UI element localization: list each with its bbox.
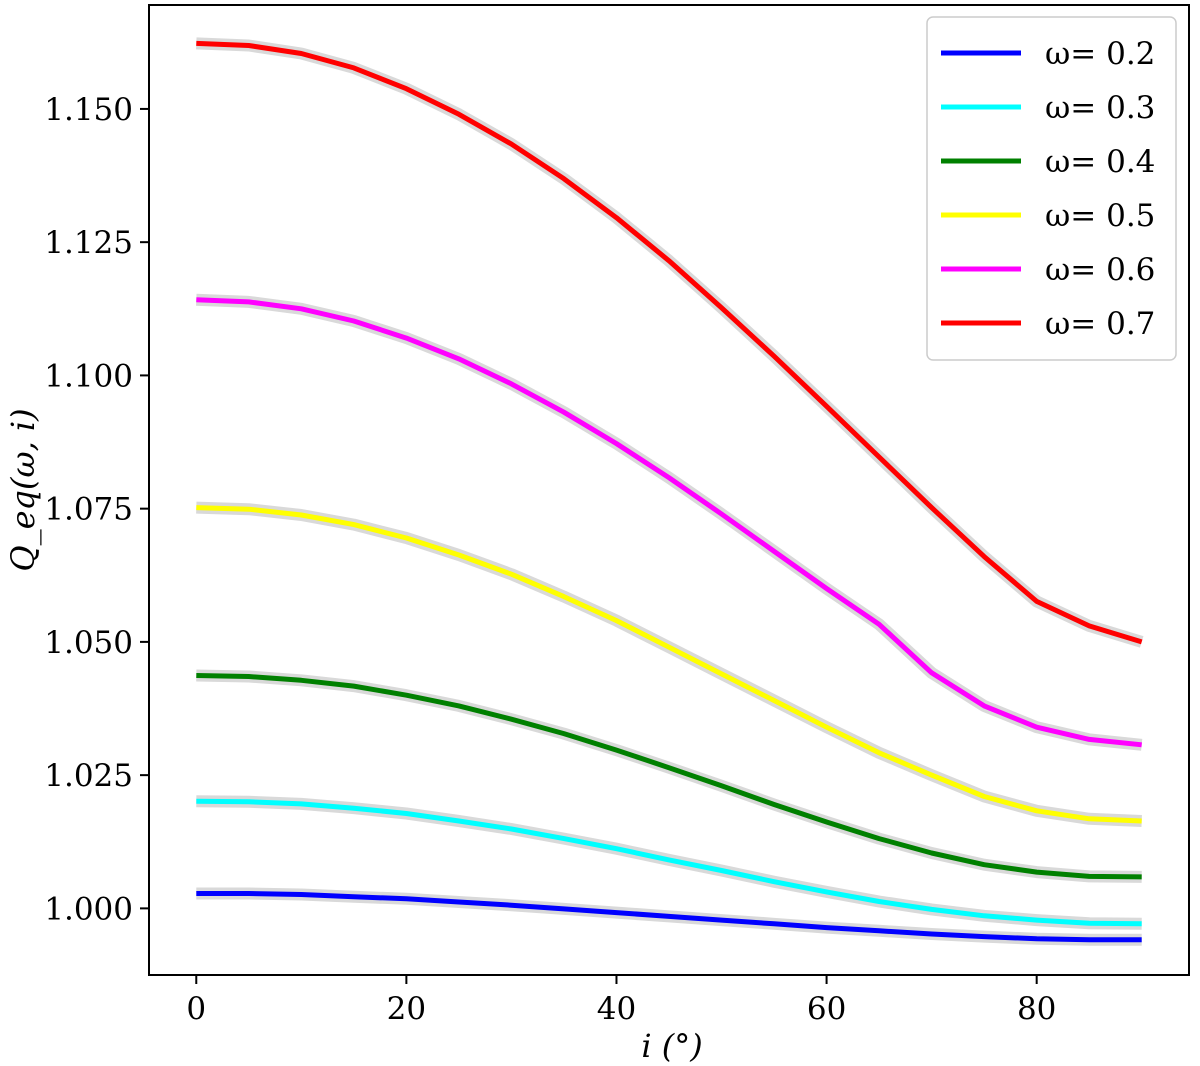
series-line-1 [196,798,1142,927]
legend-label-2: ω= 0.4 [1045,144,1155,180]
y-tick-label: 1.025 [44,758,133,794]
y-tick-label: 1.075 [44,492,133,528]
y-axis: 1.000 1.025 1.050 1.075 1.100 1.125 1.150 [44,92,149,927]
series-line-3 [196,505,1142,824]
x-tick-label: 40 [597,991,636,1027]
series-line-5 [196,40,1143,645]
y-tick-label: 1.050 [44,625,133,661]
x-tick-label: 0 [186,991,206,1027]
series-line-2 [196,673,1142,880]
legend-label-5: ω= 0.7 [1045,306,1155,342]
plot-lines [196,37,1144,946]
y-tick-label: 1.100 [44,358,133,394]
legend-label-1: ω= 0.3 [1045,90,1155,126]
x-tick-label: 60 [807,991,846,1027]
series-line-4 [196,297,1142,748]
legend-label-0: ω= 0.2 [1045,36,1155,72]
legend-label-4: ω= 0.6 [1045,252,1155,288]
x-axis: 0 20 40 60 80 [186,975,1056,1027]
x-tick-label: 20 [387,991,426,1027]
y-axis-label: Q_eq(ω, i) [4,408,42,571]
x-axis-label: i (°) [641,1027,702,1065]
plot-frame [148,4,1190,976]
legend: ω= 0.2 ω= 0.3 ω= 0.4 ω= 0.5 ω= 0.6 ω= 0.7 [926,16,1177,361]
x-tick-label: 80 [1017,991,1056,1027]
series-line-0 [196,891,1142,943]
legend-label-3: ω= 0.5 [1045,198,1155,234]
y-tick-label: 1.125 [44,225,133,261]
legend-box [926,16,1177,361]
y-tick-label: 1.000 [44,891,133,927]
y-tick-label: 1.150 [44,92,133,128]
series-band-2 [196,669,1142,883]
